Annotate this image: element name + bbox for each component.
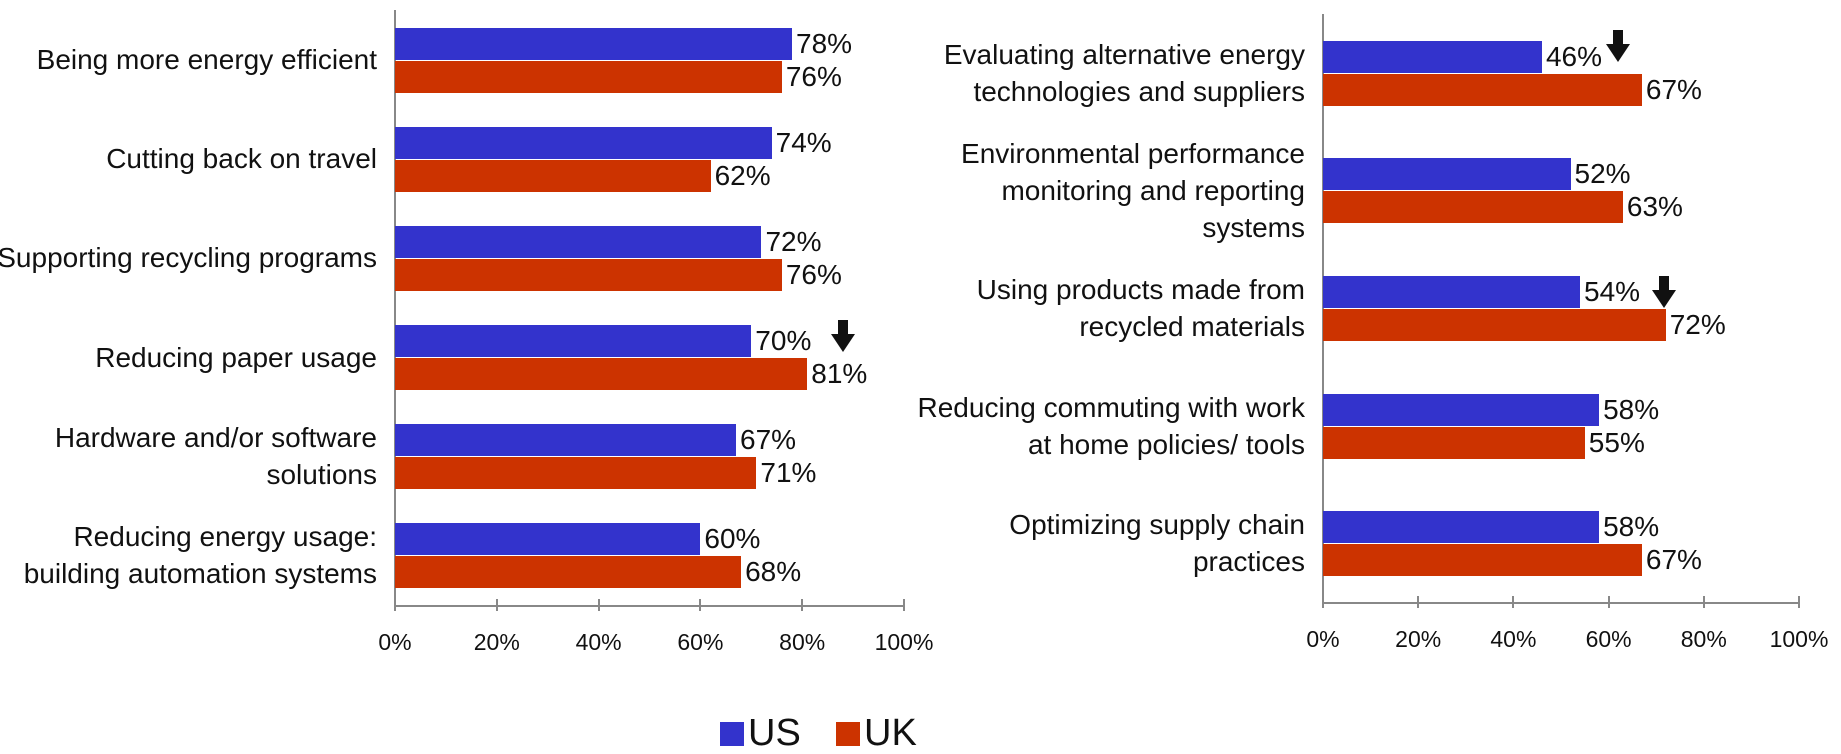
category-label: Environmental performance monitoring and… [961, 137, 1305, 243]
x-tick-label: 80% [779, 629, 826, 655]
x-tick-label: 80% [1680, 626, 1727, 652]
value-label: 46% [1545, 40, 1602, 72]
bar [395, 27, 793, 60]
bar [1323, 158, 1571, 191]
x-tick-label: 100% [874, 629, 934, 655]
value-label: 74% [775, 126, 832, 158]
category-label: Supporting recycling programs [0, 242, 377, 274]
down-arrow [1652, 276, 1676, 308]
x-tick-label: 0% [378, 629, 412, 655]
value-label: 67% [1645, 544, 1702, 576]
tick-mark [903, 599, 905, 611]
value-label: 68% [745, 556, 802, 588]
tick-mark [1417, 596, 1420, 608]
category-label: Reducing commuting with work at home pol… [917, 391, 1306, 460]
bar [1323, 191, 1623, 224]
x-axis [1323, 602, 1799, 604]
x-axis [395, 605, 904, 607]
x-tick-label: 60% [1585, 626, 1632, 652]
category-label: Using products made from recycled materi… [976, 273, 1305, 342]
x-tick-label: 100% [1769, 626, 1829, 652]
tick-mark [1702, 596, 1705, 608]
value-label: 67% [1645, 73, 1702, 105]
down-arrow [831, 320, 855, 352]
x-tick-label: 40% [1490, 626, 1537, 652]
bar [1323, 40, 1542, 73]
bar [1323, 309, 1666, 341]
category-label: Evaluating alternative energy technologi… [943, 38, 1305, 107]
value-label: 72% [1669, 309, 1726, 340]
value-label: 76% [785, 60, 842, 92]
value-label: 58% [1603, 511, 1660, 543]
legend-label: UK [864, 712, 917, 754]
tick-mark [699, 599, 702, 611]
category-label: Optimizing supply chain practices [1009, 509, 1305, 578]
value-label: 76% [785, 258, 842, 290]
x-tick-label: 40% [575, 629, 622, 655]
bar [1323, 544, 1642, 577]
bar [395, 60, 782, 93]
bar [1323, 276, 1581, 308]
bar [395, 325, 752, 358]
value-label: 62% [714, 159, 771, 191]
bar [395, 159, 711, 192]
value-label: 58% [1603, 393, 1660, 425]
value-label: 71% [760, 457, 817, 489]
value-label: 54% [1584, 276, 1641, 307]
legend-swatch [836, 722, 860, 746]
y-axis [1322, 14, 1324, 602]
tick-mark [1322, 596, 1324, 608]
x-tick-label: 0% [1306, 626, 1340, 652]
tick-mark [1607, 596, 1610, 608]
down-arrow [1606, 30, 1630, 62]
value-label: 52% [1574, 158, 1631, 190]
y-axis [394, 10, 396, 605]
category-label: Hardware and/or software solutions [54, 422, 377, 491]
x-tick-label: 20% [1395, 626, 1442, 652]
value-label: 78% [796, 27, 853, 59]
category-label: Reducing energy usage: building automati… [23, 521, 377, 590]
bar [395, 457, 757, 490]
category-label: Being more energy efficient [36, 44, 377, 76]
bar [395, 556, 742, 589]
legend-label: US [748, 712, 801, 754]
value-label: 55% [1588, 426, 1645, 458]
value-label: 81% [811, 358, 868, 390]
category-label: Reducing paper usage [95, 341, 377, 373]
tick-mark [801, 599, 804, 611]
bar [395, 523, 701, 556]
tick-mark [597, 599, 600, 611]
bar [1323, 393, 1600, 426]
value-label: 72% [765, 225, 822, 257]
x-tick-label: 60% [677, 629, 724, 655]
value-label: 67% [740, 424, 797, 456]
bar [1323, 426, 1585, 459]
x-tick-label: 20% [473, 629, 520, 655]
tick-mark [495, 599, 498, 611]
value-label: 63% [1626, 191, 1683, 223]
bar [395, 358, 808, 391]
category-label: Cutting back on travel [106, 143, 377, 175]
legend-swatch [720, 722, 744, 746]
bar [395, 126, 772, 159]
bar [1323, 511, 1600, 544]
tick-mark [394, 599, 396, 611]
bar [395, 258, 782, 291]
bar [1323, 73, 1642, 106]
tick-mark [1798, 596, 1800, 608]
value-label: 70% [755, 325, 812, 357]
bar [395, 424, 737, 457]
value-label: 60% [704, 523, 761, 555]
tick-mark [1512, 596, 1515, 608]
bar [395, 225, 762, 258]
